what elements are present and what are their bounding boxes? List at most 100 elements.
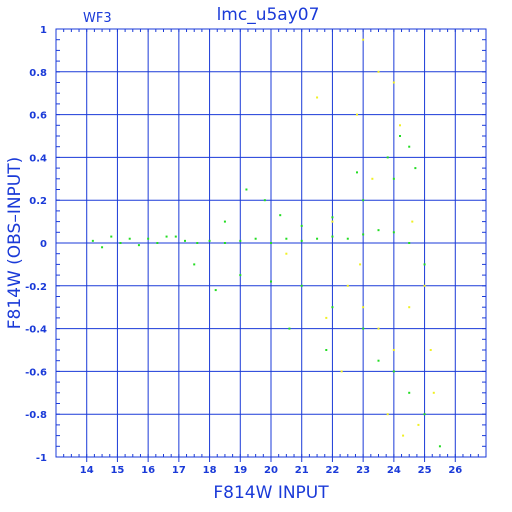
data-point bbox=[239, 274, 242, 277]
y-tick-label: -0.6 bbox=[25, 367, 47, 378]
data-point bbox=[408, 391, 411, 394]
data-point bbox=[208, 239, 211, 242]
data-point bbox=[325, 349, 328, 351]
y-tick-label: 0.2 bbox=[29, 196, 47, 207]
data-point bbox=[411, 220, 414, 223]
y-tick-label: 0.8 bbox=[29, 68, 47, 79]
x-axis-label: F814W INPUT bbox=[213, 483, 329, 503]
data-point bbox=[270, 242, 272, 244]
data-point bbox=[331, 235, 334, 238]
data-point bbox=[414, 167, 417, 170]
x-tick-label: 17 bbox=[172, 465, 186, 476]
y-tick-label: -0.2 bbox=[25, 282, 47, 293]
data-point bbox=[165, 235, 168, 238]
data-point bbox=[392, 177, 395, 180]
data-point bbox=[362, 38, 365, 41]
data-point bbox=[392, 231, 395, 234]
data-point bbox=[174, 235, 177, 238]
data-point bbox=[399, 124, 401, 127]
data-point bbox=[316, 237, 319, 240]
data-point bbox=[392, 349, 395, 351]
y-tick-label: -0.8 bbox=[25, 410, 47, 421]
data-point bbox=[331, 216, 334, 219]
x-tick-label: 26 bbox=[448, 465, 462, 476]
data-point bbox=[263, 199, 266, 202]
data-point bbox=[110, 235, 113, 238]
x-tick-label: 25 bbox=[418, 465, 432, 476]
data-points bbox=[91, 38, 441, 448]
data-point bbox=[386, 413, 389, 416]
data-point bbox=[408, 145, 411, 148]
tick-labels: 14 15 16 17 18 19 20 21 22 23 24 25 26 -1 -0.8 -0.6 -0.4… bbox=[25, 25, 487, 476]
data-point bbox=[423, 263, 426, 266]
panel-label: WF3 bbox=[83, 11, 112, 26]
data-point bbox=[377, 70, 380, 73]
data-point bbox=[270, 280, 272, 283]
x-tick-label: 19 bbox=[233, 465, 247, 476]
data-point bbox=[356, 171, 358, 174]
data-point bbox=[392, 370, 395, 373]
x-tick-label: 20 bbox=[264, 465, 278, 476]
data-point bbox=[331, 306, 334, 309]
data-point bbox=[245, 188, 248, 191]
data-point bbox=[408, 306, 411, 309]
data-point bbox=[362, 233, 365, 236]
y-tick-label: -1 bbox=[36, 453, 47, 464]
x-tick-label: 23 bbox=[356, 465, 370, 476]
data-point bbox=[147, 237, 150, 240]
data-point bbox=[331, 220, 334, 223]
x-tick-label: 24 bbox=[387, 465, 401, 476]
x-tick-label: 15 bbox=[110, 465, 124, 476]
y-tick-label: 0.4 bbox=[29, 153, 47, 164]
data-point bbox=[300, 239, 303, 242]
data-point bbox=[340, 370, 343, 373]
data-point bbox=[91, 239, 94, 242]
x-tick-label: 18 bbox=[203, 465, 217, 476]
data-point bbox=[362, 306, 365, 309]
data-point bbox=[386, 156, 389, 159]
data-point bbox=[316, 96, 319, 99]
y-tick-label: 0 bbox=[40, 239, 47, 250]
data-point bbox=[408, 242, 411, 244]
data-point bbox=[300, 284, 303, 287]
data-point bbox=[423, 413, 426, 416]
data-point bbox=[417, 423, 420, 426]
y-tick-label: 1 bbox=[40, 25, 47, 36]
data-point bbox=[184, 239, 186, 242]
data-point bbox=[223, 220, 226, 223]
data-point bbox=[288, 327, 291, 330]
y-tick-label: 0.6 bbox=[29, 111, 47, 122]
data-point bbox=[377, 327, 380, 330]
data-point bbox=[429, 349, 432, 351]
y-tick-label: -0.4 bbox=[25, 325, 47, 336]
data-point bbox=[137, 244, 140, 247]
data-point bbox=[377, 359, 380, 362]
x-tick-label: 16 bbox=[141, 465, 155, 476]
data-point bbox=[279, 214, 282, 217]
data-point bbox=[223, 242, 226, 244]
data-point bbox=[214, 289, 217, 292]
data-point bbox=[346, 237, 349, 240]
data-point bbox=[300, 224, 303, 227]
data-point bbox=[196, 242, 199, 244]
data-point bbox=[101, 246, 104, 249]
data-point bbox=[239, 239, 242, 242]
data-point bbox=[156, 242, 159, 244]
data-point bbox=[432, 391, 435, 394]
x-tick-label: 21 bbox=[295, 465, 309, 476]
data-point bbox=[128, 237, 131, 240]
x-tick-label: 22 bbox=[325, 465, 339, 476]
data-point bbox=[438, 445, 441, 448]
x-tick-label: 14 bbox=[80, 465, 94, 476]
data-point bbox=[399, 135, 401, 137]
data-point bbox=[193, 263, 196, 266]
data-point bbox=[359, 263, 362, 266]
chart-title: lmc_u5ay07 bbox=[217, 5, 320, 25]
data-point bbox=[325, 316, 328, 319]
y-axis-label: F814W (OBS–INPUT) bbox=[5, 157, 25, 330]
data-point bbox=[119, 242, 122, 244]
data-point bbox=[346, 284, 349, 287]
data-point bbox=[377, 229, 380, 232]
data-point bbox=[402, 434, 405, 437]
